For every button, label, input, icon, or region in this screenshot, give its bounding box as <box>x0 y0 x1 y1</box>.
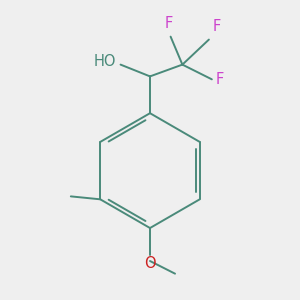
Text: F: F <box>165 16 173 31</box>
Text: O: O <box>144 256 156 271</box>
Text: HO: HO <box>94 54 116 69</box>
Text: F: F <box>215 72 223 87</box>
Text: F: F <box>212 19 221 34</box>
